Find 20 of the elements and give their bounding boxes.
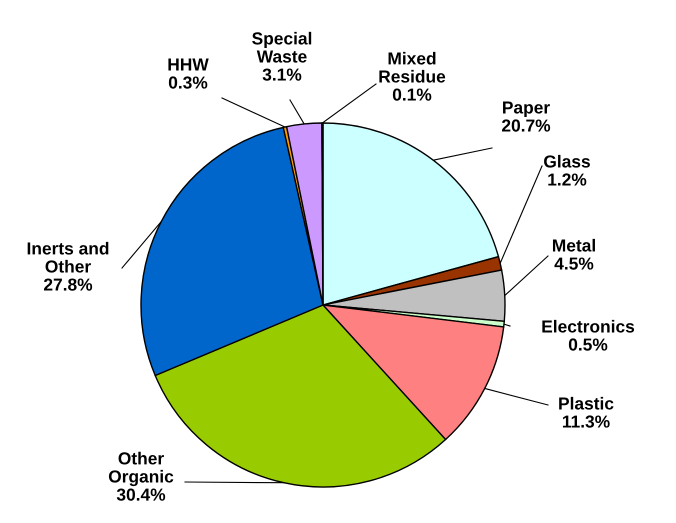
data-label: 0.5% [568,338,608,351]
slice-label: Mixed Residue [379,52,446,83]
data-label: 0.1% [392,88,432,101]
slice-label: HHW [168,58,209,70]
slice-label: Paper [503,102,550,118]
data-label: 1.2% [548,173,586,186]
data-label: 11.3% [562,415,610,428]
slice-label: Inerts and Other [28,242,108,273]
data-label: 0.3% [168,76,208,89]
slice-label: Plastic [559,396,614,410]
data-label: 3.1% [262,68,302,81]
slice-label: Other Organic [108,452,174,486]
data-label: 30.4% [116,488,166,501]
slice-label: Metal [552,238,595,252]
slice-label: Glass [544,154,590,168]
data-label: 27.8% [44,278,92,291]
legend-label: Electronics [542,320,634,333]
slice-label: Special Waste [252,32,312,63]
data-label: 20.7% [502,119,550,132]
data-label: 4.5% [554,257,594,270]
